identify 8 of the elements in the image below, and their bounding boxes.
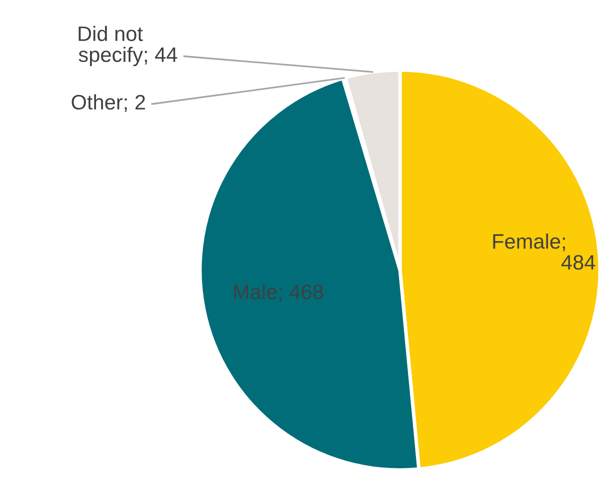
slice-label: Female xyxy=(493,233,560,249)
slice-label: Other xyxy=(72,94,123,110)
data-label: ; 484 xyxy=(561,238,596,270)
data-label: ; 2 xyxy=(124,94,145,112)
slice-label: Did not specify xyxy=(78,26,143,66)
data-label: ; 44 xyxy=(144,48,178,65)
data-label: ; 468 xyxy=(279,284,324,302)
slice-label: Male xyxy=(234,284,277,300)
